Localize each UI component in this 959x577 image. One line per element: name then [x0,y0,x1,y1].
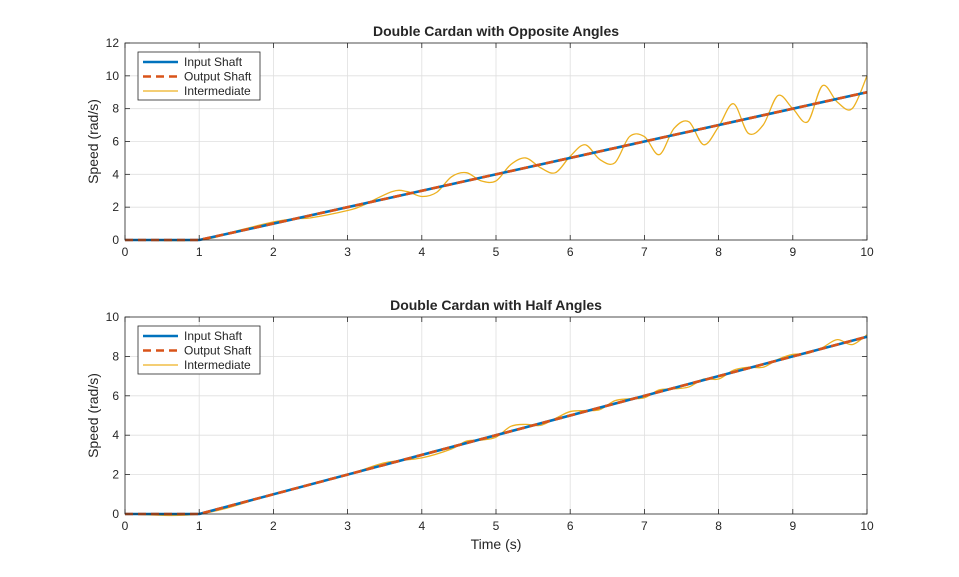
x-tick-label: 4 [418,519,425,533]
y-tick-label: 10 [106,310,120,324]
legend-label: Input Shaft [184,55,243,69]
x-tick-label: 2 [270,519,277,533]
y-tick-label: 4 [112,428,119,442]
series-line-intermediate [124,75,868,242]
x-tick-label: 9 [789,519,796,533]
legend-label: Output Shaft [184,70,252,84]
x-tick-label: 6 [567,519,574,533]
y-tick-label: 6 [112,135,119,149]
legend-label: Intermediate [184,84,251,98]
series-line-intermediate [124,334,868,517]
x-tick-label: 3 [344,519,351,533]
legend-label: Input Shaft [184,329,243,343]
y-tick-label: 4 [112,167,119,181]
y-tick-label: 2 [112,468,119,482]
x-tick-label: 4 [418,245,425,259]
y-tick-label: 2 [112,200,119,214]
x-tick-label: 10 [860,519,874,533]
series-line-output-shaft [125,335,868,516]
y-axis-label: Speed (rad/s) [85,99,101,184]
chart-title: Double Cardan with Opposite Angles [373,23,619,39]
x-tick-label: 5 [493,519,500,533]
x-tick-label: 7 [641,519,648,533]
x-tick-label: 2 [270,245,277,259]
x-tick-label: 10 [860,245,874,259]
chart-title: Double Cardan with Half Angles [390,297,602,313]
x-tick-label: 1 [196,519,203,533]
y-tick-label: 0 [112,507,119,521]
x-tick-label: 1 [196,245,203,259]
x-tick-label: 5 [493,245,500,259]
x-tick-label: 8 [715,519,722,533]
y-axis-label: Speed (rad/s) [85,373,101,458]
x-tick-label: 8 [715,245,722,259]
y-tick-label: 6 [112,389,119,403]
legend-label: Output Shaft [184,344,252,358]
y-tick-label: 12 [106,36,120,50]
bottom-chart-half-angles: 0 1 2 3 4 5 6 7 8 9 10 0 2 4 6 8 10 Double Cardan with H… [85,297,874,552]
x-tick-label: 0 [122,519,129,533]
x-tick-label: 0 [122,245,129,259]
x-tick-label: 3 [344,245,351,259]
y-tick-label: 8 [112,349,119,363]
x-tick-label: 7 [641,245,648,259]
x-axis-label: Time (s) [471,536,522,552]
x-tick-label: 9 [789,245,796,259]
tick-labels: 0 1 2 3 4 5 6 7 8 9 10 0 2 4 6 8 10 [106,310,874,533]
y-tick-label: 8 [112,102,119,116]
y-tick-label: 10 [106,69,120,83]
x-tick-label: 6 [567,245,574,259]
legend-label: Intermediate [184,358,251,372]
y-tick-label: 0 [112,233,119,247]
